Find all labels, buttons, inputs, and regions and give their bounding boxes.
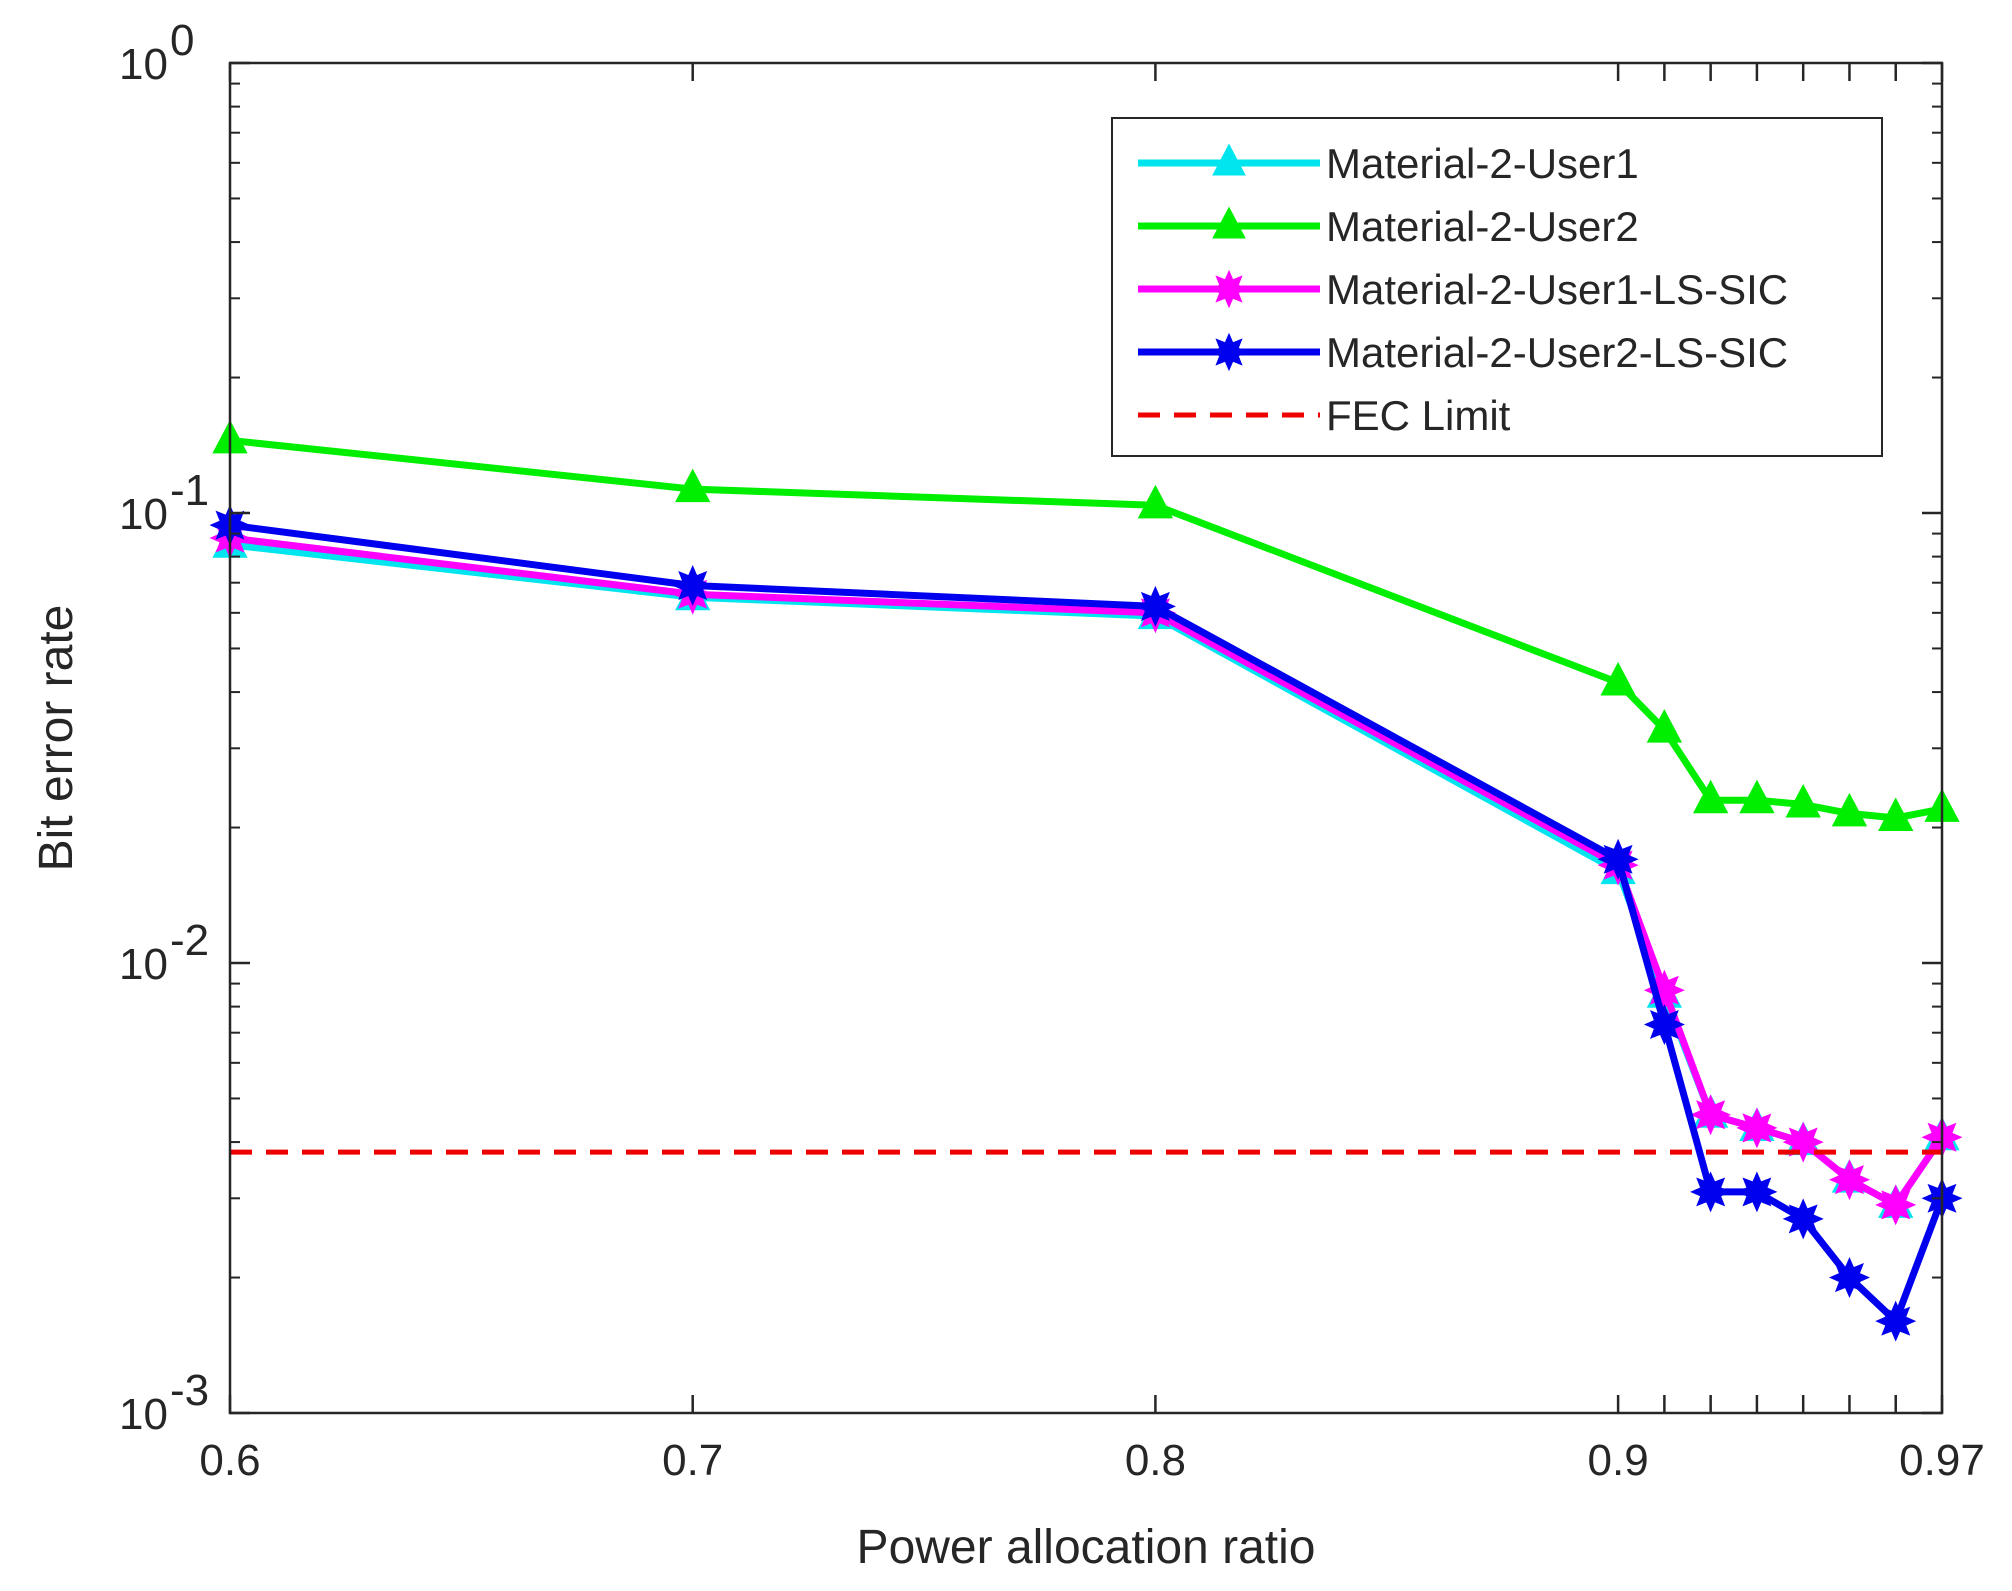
legend-entry-label: Material-2-User2-LS-SIC [1326, 329, 1788, 376]
y-axis-title: Bit error rate [30, 605, 83, 872]
x-tick-label: 0.97 [1899, 1436, 1985, 1485]
y-tick-label: 10 [119, 1390, 168, 1439]
series-point-3 [1829, 1159, 1870, 1201]
series-point-4 [1643, 1003, 1685, 1046]
y-tick-exponent: 0 [170, 16, 194, 65]
legend-entry-label: FEC Limit [1326, 392, 1511, 439]
series-point-2 [675, 468, 711, 503]
series-point-3 [1875, 1184, 1917, 1226]
y-tick-exponent: -1 [170, 466, 209, 515]
x-tick-label: 0.7 [662, 1436, 723, 1485]
series-point-4 [1134, 585, 1176, 627]
series-point-2 [1739, 779, 1775, 814]
legend-entry-label: Material-2-User1-LS-SIC [1326, 266, 1788, 313]
legend-swatch-marker [1209, 269, 1249, 309]
series-point-2 [1600, 661, 1636, 696]
y-tick-exponent: -3 [170, 1366, 209, 1415]
series-point-2 [1831, 792, 1868, 827]
series-point-2 [1878, 797, 1914, 832]
x-tick-label: 0.8 [1125, 1436, 1186, 1485]
x-tick-label: 0.9 [1588, 1436, 1649, 1485]
y-tick-label: 10 [119, 490, 168, 539]
series-point-3 [1736, 1107, 1778, 1149]
legend-entry-label: Material-2-User2 [1326, 203, 1639, 250]
series-point-4 [1829, 1257, 1870, 1298]
legend-entry-label: Material-2-User1 [1326, 140, 1639, 187]
series-point-2 [1137, 484, 1174, 519]
series-point-2 [1646, 709, 1683, 743]
series-point-3 [1690, 1094, 1732, 1136]
series-point-4 [1736, 1171, 1778, 1213]
series-point-4 [1875, 1300, 1917, 1342]
y-tick-label: 10 [119, 940, 168, 989]
y-tick-label: 10 [119, 40, 168, 89]
x-axis-title: Power allocation ratio [857, 1521, 1316, 1574]
series-point-4 [1690, 1171, 1732, 1213]
legend-swatch-marker [1212, 206, 1246, 239]
series-point-4 [672, 564, 714, 606]
series-point-2 [1692, 779, 1729, 814]
legend: Material-2-User1 Material-2-User2 Material… [1111, 117, 1883, 457]
x-tick-label: 0.6 [199, 1436, 260, 1485]
legend-swatch-marker [1212, 143, 1246, 176]
series-point-4 [1782, 1198, 1824, 1240]
plot-frame [228, 61, 1944, 1415]
legend-swatch-marker [1209, 332, 1249, 372]
series-point-3 [1782, 1121, 1824, 1163]
series-point-4 [1597, 838, 1639, 880]
series-point-2 [1785, 783, 1821, 818]
series-layer [209, 419, 1963, 1342]
y-tick-exponent: -2 [170, 916, 209, 965]
